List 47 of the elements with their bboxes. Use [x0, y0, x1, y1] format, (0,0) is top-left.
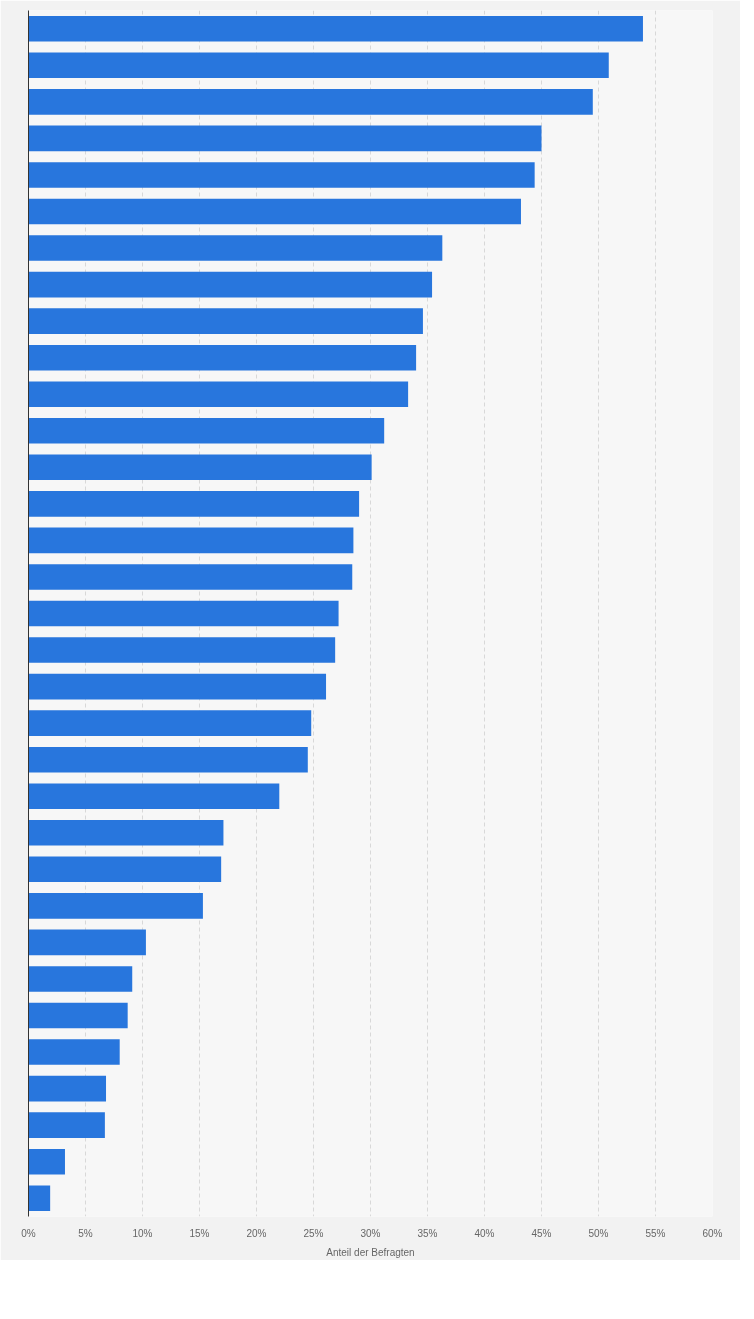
x-axis-title: Anteil der Befragten	[326, 1246, 415, 1258]
bar	[28, 929, 146, 956]
bar	[28, 966, 133, 992]
x-tick-label: 0%	[21, 1227, 36, 1239]
x-tick-label: 10%	[132, 1227, 153, 1239]
bar	[28, 417, 385, 444]
bar	[28, 235, 443, 261]
x-tick-label: 40%	[474, 1227, 495, 1239]
x-tick-label: 30%	[360, 1227, 381, 1239]
x-tick-label: 45%	[531, 1227, 552, 1239]
x-tick-label: 55%	[645, 1227, 666, 1239]
bar	[28, 1112, 105, 1138]
bar	[28, 1075, 107, 1102]
bar	[28, 893, 203, 919]
bar	[28, 1185, 51, 1212]
bar	[28, 783, 280, 810]
bar	[28, 856, 222, 883]
bar	[28, 52, 609, 79]
bar	[28, 491, 360, 517]
x-tick-label: 5%	[78, 1227, 93, 1239]
bar	[28, 344, 417, 371]
x-tick-label: 20%	[246, 1227, 267, 1239]
x-tick-label: 35%	[417, 1227, 438, 1239]
bar	[28, 819, 224, 846]
bar	[28, 1148, 65, 1175]
x-tick-label: 15%	[189, 1227, 210, 1239]
bar	[28, 162, 535, 188]
bar	[28, 89, 593, 115]
x-tick-label: 60%	[702, 1227, 723, 1239]
bar	[28, 564, 353, 590]
bar	[28, 271, 433, 298]
bar	[28, 673, 327, 700]
bar	[28, 308, 423, 334]
bar	[28, 1002, 128, 1029]
bar	[28, 600, 339, 627]
bar	[28, 746, 308, 773]
bar	[28, 710, 312, 736]
bar	[28, 15, 643, 42]
bar	[28, 527, 354, 554]
bar	[28, 198, 521, 225]
bar	[28, 381, 409, 408]
x-tick-label: 25%	[303, 1227, 324, 1239]
bar	[28, 125, 542, 152]
x-tick-label: 50%	[588, 1227, 609, 1239]
bar	[28, 1039, 120, 1065]
bar	[28, 454, 372, 481]
bar	[28, 637, 336, 663]
